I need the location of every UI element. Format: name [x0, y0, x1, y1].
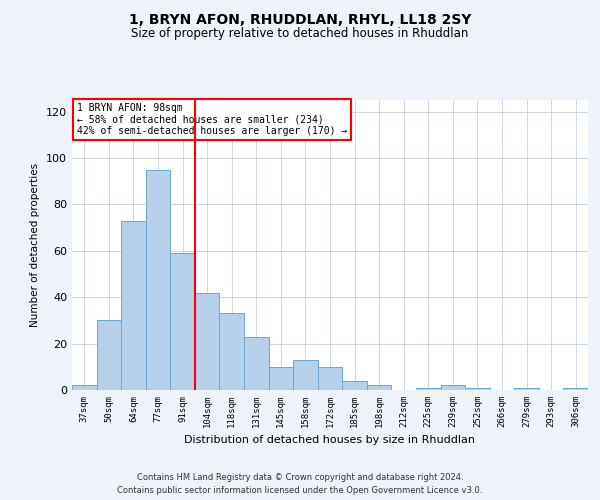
Bar: [195, 292, 220, 390]
Bar: [97, 320, 121, 390]
Bar: [465, 388, 490, 390]
Bar: [416, 388, 440, 390]
X-axis label: Distribution of detached houses by size in Rhuddlan: Distribution of detached houses by size …: [185, 436, 476, 446]
Text: 1, BRYN AFON, RHUDDLAN, RHYL, LL18 2SY: 1, BRYN AFON, RHUDDLAN, RHYL, LL18 2SY: [129, 12, 471, 26]
Text: Contains HM Land Registry data © Crown copyright and database right 2024.: Contains HM Land Registry data © Crown c…: [137, 474, 463, 482]
Bar: [514, 388, 539, 390]
Bar: [220, 314, 244, 390]
Bar: [367, 386, 391, 390]
Bar: [293, 360, 318, 390]
Text: 1 BRYN AFON: 98sqm
← 58% of detached houses are smaller (234)
42% of semi-detach: 1 BRYN AFON: 98sqm ← 58% of detached hou…: [77, 103, 347, 136]
Bar: [318, 367, 342, 390]
Bar: [170, 253, 195, 390]
Bar: [146, 170, 170, 390]
Bar: [342, 380, 367, 390]
Bar: [440, 386, 465, 390]
Bar: [244, 336, 269, 390]
Bar: [121, 220, 146, 390]
Bar: [563, 388, 588, 390]
Text: Contains public sector information licensed under the Open Government Licence v3: Contains public sector information licen…: [118, 486, 482, 495]
Y-axis label: Number of detached properties: Number of detached properties: [31, 163, 40, 327]
Bar: [269, 367, 293, 390]
Text: Size of property relative to detached houses in Rhuddlan: Size of property relative to detached ho…: [131, 28, 469, 40]
Bar: [72, 386, 97, 390]
